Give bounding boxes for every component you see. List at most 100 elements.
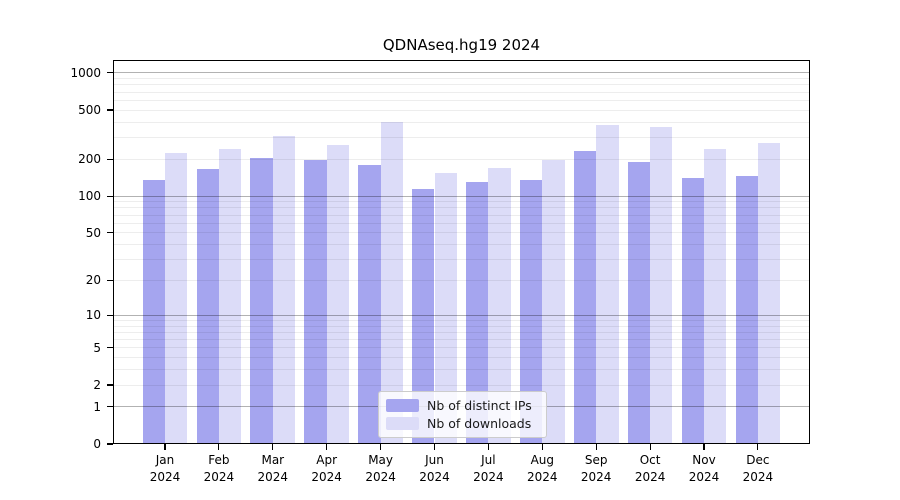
y-tick-label-500: 500 [78, 103, 101, 117]
y-tick-10 [107, 314, 113, 316]
gridline-20 [114, 279, 809, 281]
gridline-40 [114, 244, 809, 245]
bar-nb-of-downloads-dec [757, 142, 781, 444]
legend-label-distinct-ips: Nb of distinct IPs [427, 398, 532, 413]
x-tick-sep [595, 444, 597, 450]
bar-nb-of-downloads-aug [542, 159, 565, 444]
x-tick-feb [218, 444, 220, 450]
y-tick-label-2: 2 [93, 378, 101, 392]
x-tick-label-feb: Feb 2024 [203, 453, 235, 484]
x-tick-label-jan: Jan 2024 [149, 453, 181, 484]
gridline-800 [114, 84, 809, 86]
bar-nb-of-downloads-jun [434, 172, 457, 444]
x-tick-label-sep: Sep 2024 [580, 453, 612, 484]
bar-nb-of-distinct-ips-jan [142, 179, 165, 444]
y-tick-label-100: 100 [78, 189, 101, 204]
x-tick-nov [703, 444, 705, 450]
gridline-5 [114, 347, 809, 349]
legend-swatch-downloads [386, 417, 419, 430]
x-tick-aug [541, 444, 543, 450]
x-tick-apr [326, 444, 328, 450]
chart-title: QDNAseq.hg19 2024 [382, 36, 541, 54]
gridline-900 [114, 78, 809, 79]
bar-nb-of-distinct-ips-nov [681, 178, 704, 444]
gridline-200 [114, 158, 809, 160]
x-tick-label-dec: Dec 2024 [742, 453, 774, 484]
gridline-6 [114, 339, 809, 340]
y-tick-200 [107, 158, 113, 160]
y-tick-500 [107, 109, 113, 111]
x-tick-label-oct: Oct 2024 [634, 453, 666, 484]
legend: Nb of distinct IPs Nb of downloads [378, 391, 547, 438]
y-tick-label-5: 5 [93, 340, 101, 355]
x-tick-label-jun: Jun 2024 [419, 453, 450, 484]
bar-nb-of-downloads-jan [165, 153, 188, 444]
gridline-2 [114, 384, 809, 386]
x-tick-dec [757, 444, 759, 450]
bar-nb-of-downloads-oct [650, 126, 673, 444]
legend-label-downloads: Nb of downloads [427, 416, 532, 431]
gridline-700 [114, 91, 809, 93]
x-tick-label-mar: Mar 2024 [257, 453, 289, 484]
x-tick-jun [433, 444, 436, 450]
x-tick-label-nov: Nov 2024 [688, 453, 720, 484]
y-tick-5 [107, 347, 113, 349]
gridline-9 [114, 319, 809, 321]
gridline-500 [114, 109, 809, 111]
y-tick-label-1: 1 [93, 399, 101, 414]
y-tick-1000 [107, 72, 113, 74]
bar-nb-of-distinct-ips-dec [735, 176, 758, 444]
bar-nb-of-downloads-mar [272, 135, 296, 444]
y-tick-0 [107, 443, 113, 445]
bar-nb-of-distinct-ips-feb [196, 168, 219, 444]
y-tick-label-0: 0 [93, 437, 101, 451]
gridline-1000 [114, 72, 809, 74]
y-tick-100 [107, 195, 113, 197]
y-tick-1 [107, 406, 113, 408]
x-tick-oct [649, 444, 651, 450]
gridline-8 [114, 325, 809, 327]
gridline-30 [114, 259, 809, 260]
bar-nb-of-distinct-ips-may [358, 164, 381, 444]
y-tick-label-20: 20 [85, 273, 101, 288]
x-tick-jan [164, 444, 166, 450]
x-tick-mar [272, 444, 274, 450]
y-tick-20 [107, 279, 113, 281]
gridline-50 [114, 232, 809, 234]
x-tick-label-may: May 2024 [365, 453, 396, 484]
bar-nb-of-distinct-ips-aug [519, 180, 543, 444]
bar-nb-of-distinct-ips-jun [412, 188, 435, 444]
bar-nb-of-distinct-ips-sep [573, 150, 597, 444]
gridline-10 [114, 314, 809, 316]
gridline-90 [114, 201, 809, 203]
bar-nb-of-distinct-ips-mar [250, 157, 273, 444]
bar-nb-of-downloads-jul [488, 167, 511, 444]
gridline-3 [114, 369, 809, 370]
legend-row-downloads: Nb of downloads [386, 415, 539, 432]
x-tick-label-aug: Aug 2024 [527, 453, 558, 484]
gridline-70 [114, 214, 809, 216]
legend-row-distinct-ips: Nb of distinct IPs [386, 397, 539, 414]
y-tick-label-1000: 1000 [70, 65, 101, 80]
y-tick-label-10: 10 [85, 308, 101, 323]
gridline-80 [114, 207, 809, 209]
x-tick-label-apr: Apr 2024 [311, 453, 342, 484]
x-tick-label-jul: Jul 2024 [473, 453, 504, 484]
x-tick-may [380, 444, 382, 450]
bar-nb-of-downloads-may [380, 122, 403, 444]
bar-nb-of-distinct-ips-jul [466, 182, 489, 444]
gridline-600 [114, 99, 809, 101]
bar-nb-of-downloads-sep [596, 125, 619, 444]
gridline-4 [114, 357, 809, 358]
bar-nb-of-downloads-nov [704, 148, 727, 444]
y-tick-label-200: 200 [78, 152, 101, 167]
gridline-400 [114, 121, 809, 123]
y-tick-label-50: 50 [85, 225, 101, 240]
gridline-300 [114, 136, 809, 138]
legend-swatch-distinct-ips [386, 399, 419, 412]
